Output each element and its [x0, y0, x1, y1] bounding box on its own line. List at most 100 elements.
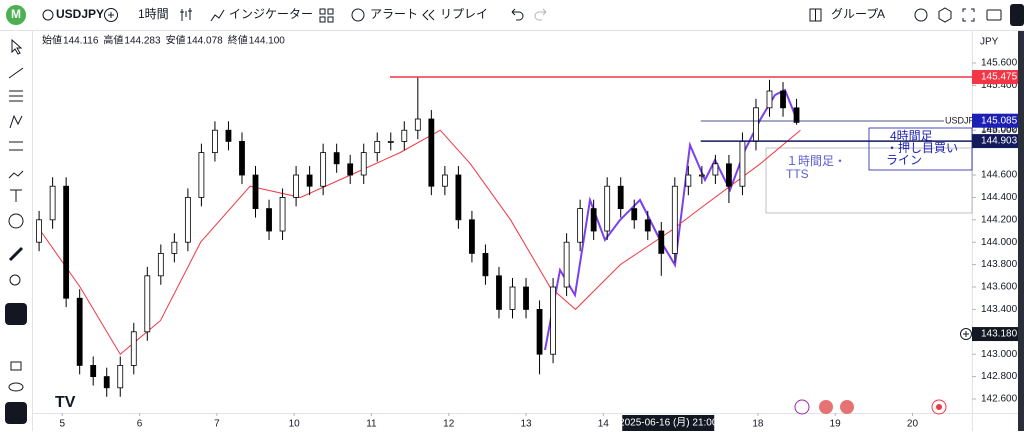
candle-body	[550, 286, 556, 355]
replay[interactable]: リプレイ	[440, 7, 488, 21]
candle-body	[266, 208, 272, 232]
drawing[interactable]	[544, 88, 796, 351]
moving-average	[40, 129, 801, 355]
redo[interactable]	[534, 8, 547, 21]
annotation-text: TTS	[786, 167, 809, 181]
annotation-text: ライン	[886, 153, 922, 167]
group[interactable]: グループ	[831, 7, 878, 21]
candle-body	[482, 253, 489, 277]
trend-tool[interactable]	[8, 67, 24, 79]
candle-body	[793, 107, 800, 123]
candle-body	[293, 174, 299, 198]
x-tick-label: 11	[366, 419, 377, 430]
event-dot[interactable]	[931, 399, 947, 415]
event-icon[interactable]	[794, 399, 810, 415]
event-flag[interactable]	[819, 400, 833, 414]
candle-body	[212, 129, 218, 154]
fullscreen[interactable]	[962, 8, 975, 22]
candle-body	[712, 163, 719, 176]
candle-body	[374, 141, 381, 154]
avatar[interactable]	[6, 5, 26, 25]
scrollbar	[1018, 31, 1024, 431]
y-tick-label: 145.000	[981, 125, 1018, 136]
alert[interactable]: アラート	[370, 7, 418, 21]
indicators[interactable]: インジケーター	[229, 7, 313, 21]
x-tick-label: 5	[59, 419, 65, 430]
add-symbol[interactable]	[104, 8, 118, 22]
layout-icon[interactable]	[319, 8, 326, 15]
price-label-box	[972, 113, 1018, 128]
candle-body	[252, 174, 259, 210]
x-tick-label: 18	[752, 419, 764, 430]
layout-icon	[327, 8, 334, 15]
emoji-tool[interactable]	[8, 213, 24, 229]
undo[interactable]	[511, 8, 524, 21]
price-label: 145.475	[981, 72, 1018, 83]
x-tick-label: 14	[598, 419, 610, 430]
price-label-box	[972, 327, 1018, 342]
zoom-tool[interactable]	[9, 274, 21, 286]
interval[interactable]: 1時間	[138, 7, 169, 21]
fib-tool[interactable]	[9, 90, 23, 102]
event-dot-inner	[936, 404, 942, 410]
lock-tool[interactable]	[10, 361, 22, 371]
crosshair-label: 2025-06-16 (月) 21:00	[619, 417, 718, 429]
icon[interactable]	[914, 8, 928, 22]
cursor-tool[interactable]	[11, 38, 23, 55]
candle-body	[604, 185, 611, 232]
ruler-tool[interactable]	[8, 246, 24, 262]
annotation-text: １時間足・	[786, 154, 846, 168]
candle-body	[360, 152, 367, 176]
symbol-line-name: USDJPY	[945, 115, 981, 125]
group-letter[interactable]: A	[877, 7, 885, 21]
price-label: 143.180	[981, 329, 1018, 340]
candle-body	[523, 286, 529, 310]
visibility-tool[interactable]	[8, 382, 24, 392]
candle-body	[780, 90, 786, 109]
settings[interactable]	[938, 7, 952, 23]
candle-body	[509, 286, 516, 310]
publish[interactable]	[1010, 4, 1024, 26]
legend-value: 144.100	[249, 36, 286, 47]
candle-body	[658, 230, 665, 254]
candle-body	[455, 174, 462, 221]
currency: JPY	[980, 37, 999, 48]
candle-body	[198, 152, 205, 198]
candle-body	[631, 208, 638, 221]
candle-body	[63, 185, 70, 299]
forecast-tool[interactable]	[8, 170, 24, 179]
candle-body	[644, 219, 651, 232]
measure-tool[interactable]	[9, 141, 23, 151]
crosshair-box	[622, 415, 715, 431]
symbol[interactable]: USDJPY	[56, 7, 104, 21]
legend-label: 高値	[103, 34, 123, 47]
text-tool[interactable]	[10, 189, 22, 202]
candle-body	[76, 297, 83, 366]
legend-label: 安値	[166, 34, 186, 47]
link-tool[interactable]	[5, 402, 27, 424]
candle-body	[726, 163, 732, 187]
pattern-tool[interactable]	[9, 114, 23, 129]
replay-icon	[422, 9, 435, 21]
legend-label: 始値	[42, 34, 62, 47]
candle-body	[171, 241, 178, 254]
candle-body	[117, 365, 124, 389]
candle-body	[184, 197, 191, 243]
candle-body	[563, 241, 570, 288]
legend-value: 144.078	[187, 36, 224, 47]
y-tick-label: 143.800	[981, 259, 1018, 270]
indicator-icon	[210, 9, 225, 22]
snapshot[interactable]	[986, 9, 1002, 21]
price-label: 145.085	[981, 115, 1018, 126]
candle-body	[414, 118, 421, 131]
legend-value: 144.116	[63, 36, 99, 47]
event-flag[interactable]	[840, 400, 854, 414]
chart-type[interactable]	[180, 8, 192, 21]
candle-body	[36, 219, 42, 243]
candle-body	[239, 141, 245, 176]
legend-value: 144.283	[124, 36, 161, 47]
x-tick-label: 20	[907, 419, 919, 430]
candle-body	[320, 152, 327, 187]
magnet-tool[interactable]	[5, 303, 27, 325]
